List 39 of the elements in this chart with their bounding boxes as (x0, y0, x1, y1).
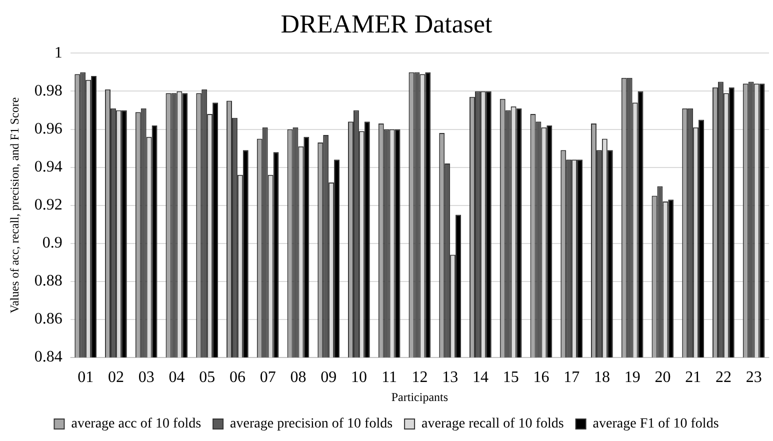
y-tick-label: 0.9 (42, 234, 62, 252)
x-tick-label: 02 (108, 369, 124, 386)
x-tick-label: 20 (654, 369, 671, 386)
x-tick-label: 12 (412, 369, 428, 386)
x-tick-label: 15 (502, 369, 519, 386)
y-tick-label: 0.98 (34, 82, 62, 100)
x-tick-label: 03 (138, 369, 154, 386)
y-tick-label: 0.84 (34, 348, 62, 366)
x-tick-label: 18 (594, 369, 610, 386)
x-tick-label: 14 (472, 369, 488, 386)
x-tick-label: 17 (564, 369, 580, 386)
x-tick-label: 13 (442, 369, 458, 386)
x-tick-label: 19 (624, 369, 640, 386)
legend-label: average acc of 10 folds (71, 416, 202, 432)
x-axis-title: Participants (391, 390, 448, 404)
x-tick-label: 09 (320, 369, 337, 386)
x-tick-label: 10 (350, 369, 367, 386)
y-tick-label: 0.88 (34, 272, 62, 290)
x-tick-label: 04 (168, 369, 185, 386)
y-tick-label: 0.96 (34, 120, 62, 138)
y-tick-label: 1 (54, 44, 62, 62)
x-tick-label: 21 (685, 369, 702, 386)
y-tick-label: 0.86 (34, 310, 62, 328)
chart-title: DREAMER Dataset (280, 9, 494, 38)
legend-label: average F1 of 10 folds (592, 416, 719, 432)
x-tick-label: 11 (382, 369, 398, 386)
legend-label: average recall of 10 folds (422, 416, 564, 432)
x-tick-label: 06 (229, 369, 246, 386)
y-tick-label: 0.94 (34, 158, 62, 176)
x-tick-label: 01 (78, 369, 94, 386)
y-axis-title: Values of acc, recall, precision, and F1 Score (7, 97, 22, 314)
x-tick-label: 08 (290, 369, 306, 386)
x-tick-label: 07 (260, 369, 276, 386)
x-tick-label: 23 (746, 369, 762, 386)
legend-label: average precision of 10 folds (230, 416, 393, 432)
x-tick-label: 16 (533, 369, 550, 386)
x-tick-label: 22 (715, 369, 732, 386)
x-tick-label: 05 (199, 369, 216, 386)
y-tick-label: 0.92 (34, 196, 62, 214)
